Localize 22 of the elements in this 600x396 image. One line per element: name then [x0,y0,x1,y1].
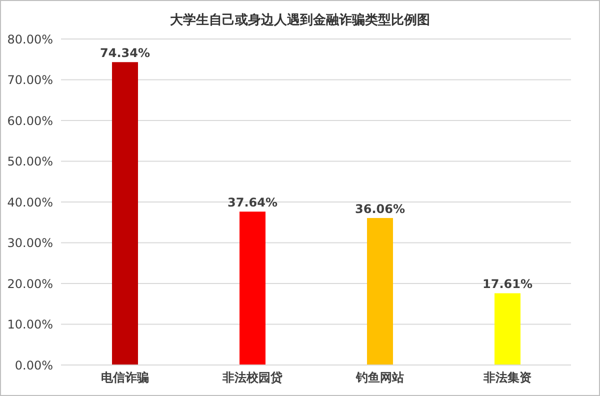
bar [367,218,393,365]
y-tick-label: 30.00% [7,236,53,250]
bar [494,293,520,365]
y-tick-label: 40.00% [7,195,53,210]
y-tick-label: 80.00% [7,32,53,46]
x-tick-label: 非法校园贷 [221,370,282,385]
bar [240,212,266,365]
y-tick-label: 50.00% [7,154,53,169]
x-tick-label: 非法集资 [482,370,532,385]
y-tick-label: 70.00% [7,73,53,88]
y-tick-label: 20.00% [7,276,53,291]
y-tick-label: 60.00% [7,114,53,128]
y-tick-label: 10.00% [7,318,53,332]
data-label: 17.61% [482,277,532,292]
data-label: 36.06% [355,202,405,216]
chart-title: 大学生自己或身边人遇到金融诈骗类型比例图 [169,12,431,29]
x-tick-label: 钓鱼网站 [354,370,404,385]
x-tick-label: 电信诈骗 [100,370,149,385]
data-label: 74.34% [100,46,150,60]
bar [112,62,138,365]
data-label: 37.64% [228,196,278,210]
y-tick-label: 0.00% [14,358,53,372]
